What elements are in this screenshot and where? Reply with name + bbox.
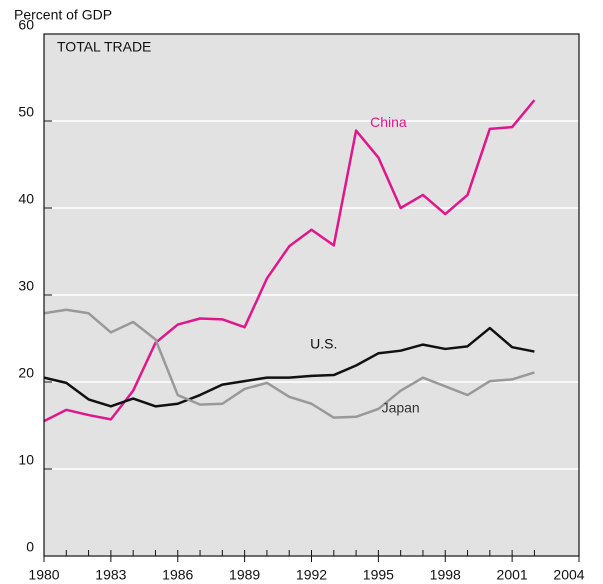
x-tick-label: 1998 [430,567,461,583]
series-label: China [370,114,407,130]
line-series [43,326,535,408]
x-tick-label: 1983 [95,567,126,583]
y-tick-label: 0 [26,539,34,555]
y-tick-label: 10 [18,452,34,468]
x-tick-label: 2001 [497,567,528,583]
y-tick-label: 60 [18,17,34,33]
line-series [43,308,535,419]
series-label: Japan [382,399,420,415]
x-tick-label: 1995 [363,567,394,583]
x-tick-label: 1992 [296,567,327,583]
y-axis-label: Percent of GDP [14,7,112,23]
y-tick-label: 20 [18,365,34,381]
x-tick-label: 2004 [553,567,584,583]
x-tick-label: 1986 [162,567,193,583]
x-tick-label: 1989 [229,567,260,583]
y-tick-label: 40 [18,191,34,207]
x-tick-label: 1980 [28,567,59,583]
plot-frame [43,33,580,557]
y-tick-label: 30 [18,278,34,294]
chart-title: TOTAL TRADE [57,39,151,55]
series-label: U.S. [310,336,337,352]
y-tick-label: 50 [18,104,34,120]
